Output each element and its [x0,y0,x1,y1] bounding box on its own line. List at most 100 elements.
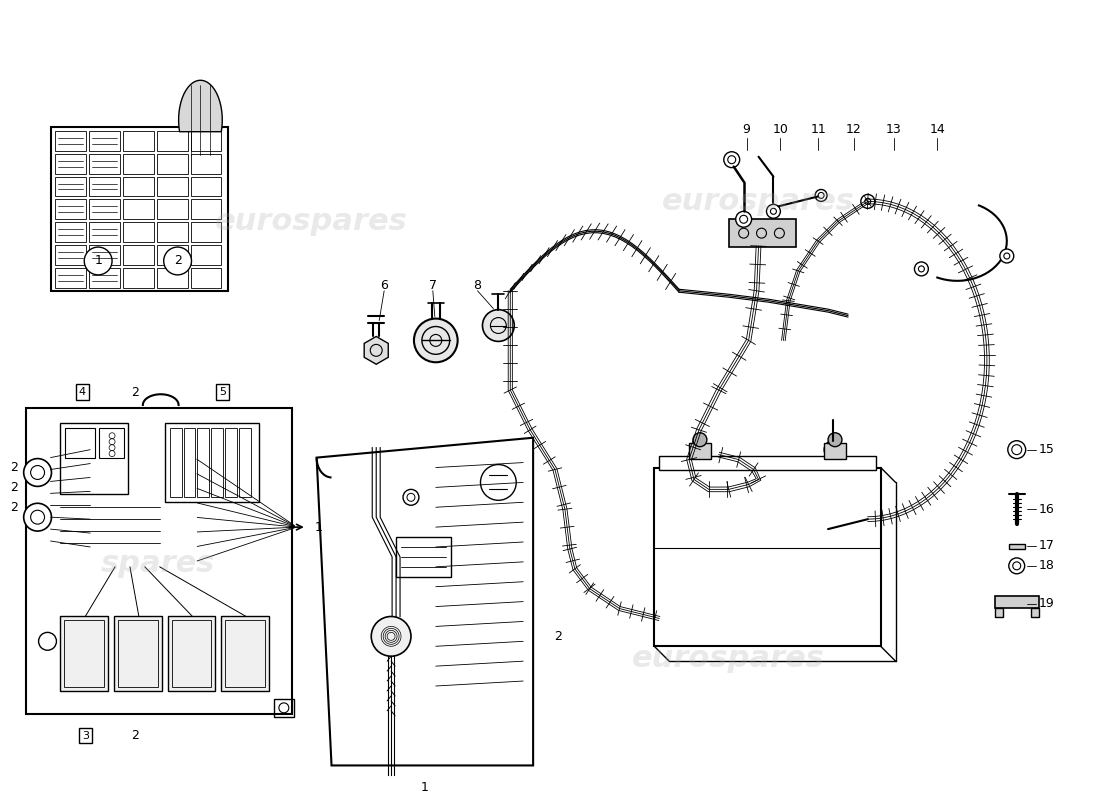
Circle shape [1012,445,1022,454]
Text: 2: 2 [10,461,18,474]
Bar [89,222,120,242]
Bar [190,154,221,174]
Circle shape [483,310,515,342]
Bar [157,177,187,197]
Circle shape [724,152,739,168]
Circle shape [1009,558,1025,574]
Bar [157,222,187,242]
Circle shape [414,318,458,362]
Bar [157,268,187,288]
Text: 2: 2 [131,729,139,742]
Bar [123,245,154,265]
Circle shape [1008,441,1025,458]
Bar [221,617,270,691]
Bar [1009,544,1025,549]
Circle shape [31,466,44,479]
Circle shape [824,441,842,458]
Bar [55,268,86,288]
Circle shape [861,194,875,208]
Bar [190,131,221,150]
Text: 3: 3 [81,730,89,741]
Circle shape [1000,249,1014,263]
Bar [89,177,120,197]
Bar [824,442,846,458]
Text: 17: 17 [1038,539,1055,553]
Bar [169,428,182,498]
Circle shape [481,465,516,500]
Circle shape [828,433,842,446]
Bar [172,621,211,687]
Text: 1: 1 [421,781,429,794]
Bar [157,245,187,265]
Bar [190,268,221,288]
Bar [190,177,221,197]
Text: 16: 16 [1038,502,1054,516]
Text: 9: 9 [742,123,750,136]
Bar [65,621,104,687]
Text: 5: 5 [219,387,225,397]
Bar [396,537,451,577]
Text: 15: 15 [1038,443,1055,456]
Text: 6: 6 [381,279,388,292]
Text: eurospares: eurospares [216,206,408,236]
Bar [157,131,187,150]
Text: 10: 10 [772,123,789,136]
Bar [89,154,120,174]
Bar [123,177,154,197]
Bar [211,428,223,498]
Circle shape [728,156,736,164]
Bar [118,621,157,687]
Bar [123,154,154,174]
Text: 19: 19 [1038,597,1054,610]
Bar [165,423,258,502]
Circle shape [24,458,52,486]
Text: 11: 11 [811,123,826,136]
Bar [226,428,238,498]
Bar [123,199,154,219]
Text: 8: 8 [473,279,482,292]
Text: spares: spares [100,550,214,578]
Bar [52,127,229,290]
Bar [99,428,124,458]
Bar [659,456,876,470]
Bar [89,268,120,288]
Bar [55,199,86,219]
Bar [65,428,96,458]
Circle shape [865,198,871,204]
Bar [198,428,209,498]
Text: 2: 2 [554,630,562,643]
Circle shape [914,262,928,276]
Bar [89,199,120,219]
Bar [274,699,294,717]
Bar [123,268,154,288]
Text: 18: 18 [1038,559,1055,572]
Bar [157,199,187,219]
Circle shape [164,247,191,275]
Circle shape [861,512,875,526]
Bar [89,245,120,265]
Bar [994,607,1003,618]
Bar [167,617,216,691]
Bar [89,131,120,150]
Bar [55,131,86,150]
Bar [226,621,265,687]
Bar [190,222,221,242]
Bar [994,596,1038,607]
Bar [114,617,162,691]
Bar [190,199,221,219]
Bar [123,222,154,242]
Bar [55,222,86,242]
Text: eurospares: eurospares [662,187,855,216]
Circle shape [739,215,748,223]
Text: 1: 1 [95,254,102,267]
Text: 4: 4 [79,387,86,397]
Bar [239,428,251,498]
Text: 1: 1 [315,521,322,534]
Circle shape [736,211,751,227]
Polygon shape [364,337,388,364]
Text: 2: 2 [174,254,182,267]
Circle shape [1004,253,1010,259]
Circle shape [865,516,871,522]
Circle shape [372,617,411,656]
Circle shape [31,510,44,524]
